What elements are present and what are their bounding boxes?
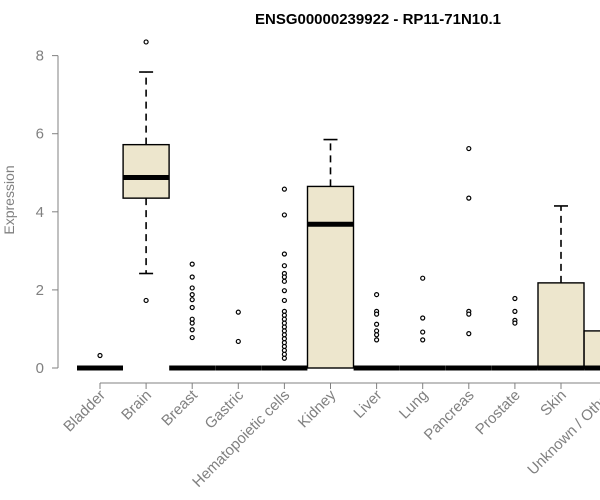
x-tick-label: Brain bbox=[118, 387, 155, 424]
x-tick-label: Pancreas bbox=[421, 387, 478, 444]
box-hematopoietic-cells bbox=[261, 186, 308, 371]
outlier-point bbox=[189, 304, 195, 311]
outlier-point bbox=[466, 331, 472, 337]
box-unknown-other bbox=[583, 330, 600, 371]
x-tick-label: Bladder bbox=[60, 387, 109, 436]
outlier-point bbox=[189, 334, 195, 341]
outlier-point bbox=[374, 337, 380, 343]
outlier-point bbox=[281, 274, 287, 280]
outlier-point bbox=[281, 355, 287, 361]
box-kidney bbox=[306, 138, 355, 369]
x-tick-label: Prostate bbox=[472, 387, 524, 439]
y-axis-label: Expression bbox=[1, 165, 17, 234]
outlier-point bbox=[281, 212, 287, 218]
outlier-point bbox=[420, 315, 426, 321]
outlier-point bbox=[189, 297, 195, 303]
x-tick-label: Liver bbox=[350, 387, 385, 422]
chart-title: ENSG00000239922 - RP11-71N10.1 bbox=[255, 11, 501, 28]
y-tick-label: 0 bbox=[36, 360, 44, 377]
x-tick-label: Skin bbox=[537, 387, 570, 420]
box-bladder bbox=[77, 352, 123, 371]
y-tick-label: 6 bbox=[36, 126, 44, 143]
outlier-point bbox=[374, 291, 380, 298]
y-axis: 0 2 4 6 8 bbox=[36, 48, 59, 377]
outlier-point bbox=[374, 321, 380, 327]
outlier-point bbox=[189, 327, 195, 333]
y-tick-label: 2 bbox=[36, 282, 44, 299]
outlier-point bbox=[281, 186, 287, 192]
outlier-point bbox=[466, 311, 472, 317]
outlier-point bbox=[374, 311, 380, 317]
outlier-point bbox=[235, 338, 241, 345]
outlier-point bbox=[235, 309, 241, 315]
outlier-point bbox=[281, 251, 287, 257]
box-iqr bbox=[306, 185, 355, 369]
box-prostate bbox=[491, 295, 538, 371]
outlier-point bbox=[512, 295, 518, 302]
box-iqr bbox=[537, 282, 585, 369]
outlier-point bbox=[512, 308, 518, 314]
x-tick-label: Breast bbox=[158, 386, 201, 429]
outlier-point bbox=[143, 39, 149, 45]
box-liver bbox=[353, 291, 400, 371]
plot-area bbox=[77, 39, 600, 371]
outlier-point bbox=[189, 285, 195, 291]
outlier-point bbox=[281, 288, 287, 294]
outlier-point bbox=[281, 263, 287, 269]
box-skin bbox=[537, 205, 585, 371]
box-pancreas bbox=[445, 145, 492, 371]
outlier-point bbox=[281, 278, 287, 284]
outlier-point bbox=[512, 320, 518, 326]
outlier-point bbox=[420, 337, 426, 343]
outlier-point bbox=[466, 145, 472, 152]
box-iqr bbox=[583, 330, 600, 369]
x-tick-label: Kidney bbox=[295, 386, 340, 431]
outlier-point bbox=[189, 320, 195, 326]
box-lung bbox=[399, 275, 446, 371]
box-brain bbox=[122, 39, 170, 304]
y-tick-label: 8 bbox=[36, 48, 44, 65]
outlier-point bbox=[420, 275, 426, 281]
box-breast bbox=[169, 261, 216, 371]
box-iqr bbox=[122, 143, 170, 199]
outlier-point bbox=[374, 332, 380, 338]
outlier-point bbox=[189, 274, 195, 280]
outlier-point bbox=[281, 297, 287, 304]
outlier-point bbox=[143, 297, 149, 304]
box-gastric bbox=[215, 309, 262, 371]
outlier-point bbox=[97, 352, 103, 359]
y-tick-label: 4 bbox=[36, 204, 44, 221]
outlier-point bbox=[466, 195, 472, 201]
outlier-point bbox=[189, 261, 195, 267]
x-tick-label: Gastric bbox=[202, 386, 248, 432]
outlier-point bbox=[189, 291, 195, 298]
x-tick-label: Lung bbox=[396, 387, 432, 423]
outlier-point bbox=[420, 329, 426, 335]
